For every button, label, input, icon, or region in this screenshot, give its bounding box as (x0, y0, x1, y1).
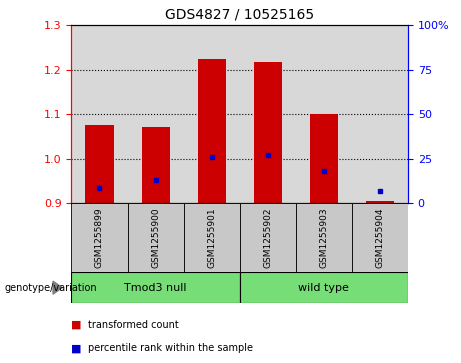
Bar (240, 203, 296, 272)
Text: GSM1255899: GSM1255899 (95, 207, 104, 268)
Bar (71, 272, 240, 303)
Polygon shape (53, 281, 62, 294)
Text: genotype/variation: genotype/variation (5, 283, 97, 293)
Bar (240, 272, 408, 303)
Text: GSM1255903: GSM1255903 (319, 207, 328, 268)
Text: Tmod3 null: Tmod3 null (124, 283, 187, 293)
Bar (183, 25, 240, 203)
Text: ■: ■ (71, 343, 82, 354)
Bar (366, 201, 394, 203)
Bar (296, 25, 352, 203)
Bar (183, 203, 240, 272)
Bar (71, 25, 128, 203)
Text: transformed count: transformed count (88, 320, 178, 330)
Text: wild type: wild type (298, 283, 349, 293)
Bar (296, 203, 352, 272)
Bar (310, 114, 338, 203)
Text: GSM1255904: GSM1255904 (375, 208, 384, 268)
Bar (198, 59, 226, 203)
Bar (352, 203, 408, 272)
Text: GSM1255902: GSM1255902 (263, 208, 272, 268)
Text: ■: ■ (71, 320, 82, 330)
Bar (240, 25, 296, 203)
Bar (352, 25, 408, 203)
Text: percentile rank within the sample: percentile rank within the sample (88, 343, 253, 354)
Bar (85, 126, 113, 203)
Bar (142, 127, 170, 203)
Bar (254, 62, 282, 203)
Bar (128, 25, 183, 203)
Title: GDS4827 / 10525165: GDS4827 / 10525165 (165, 8, 314, 21)
Text: GSM1255901: GSM1255901 (207, 207, 216, 268)
Text: GSM1255900: GSM1255900 (151, 207, 160, 268)
Bar (71, 203, 128, 272)
Bar (128, 203, 183, 272)
